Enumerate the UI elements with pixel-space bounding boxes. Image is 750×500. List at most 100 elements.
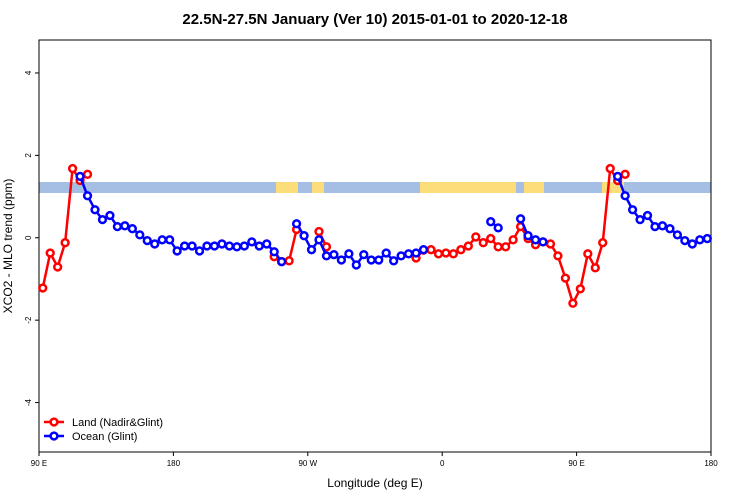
data-point (702, 233, 712, 244)
data-point (523, 231, 533, 241)
data-point (515, 214, 526, 224)
data-point (262, 239, 272, 249)
data-point (314, 226, 324, 237)
data-point (627, 205, 638, 215)
data-point (530, 235, 541, 245)
chart-title: 22.5N-27.5N January (Ver 10) 2015-01-01 … (182, 11, 567, 28)
data-point (374, 255, 384, 265)
land-strip (276, 182, 298, 193)
data-point (336, 255, 347, 265)
legend-label: Ocean (Glint) (72, 431, 137, 443)
x-tick-label: 0 (440, 459, 445, 468)
data-point (329, 250, 339, 260)
data-point (545, 239, 556, 249)
data-point (60, 238, 70, 248)
data-point (366, 255, 376, 265)
data-point (67, 163, 78, 174)
data-point (448, 249, 459, 259)
data-point (538, 237, 548, 247)
data-point (112, 221, 123, 232)
data-point (426, 245, 436, 255)
data-point (314, 235, 324, 245)
data-point (560, 273, 571, 283)
data-point (75, 171, 85, 182)
data-point (672, 230, 683, 240)
data-point (501, 242, 511, 252)
data-point (232, 242, 242, 252)
data-point (217, 239, 227, 249)
data-point (381, 248, 391, 258)
data-point (254, 241, 264, 251)
data-point (486, 217, 496, 227)
data-point (478, 238, 488, 248)
ocean-strip (39, 182, 711, 193)
data-point (135, 230, 145, 240)
data-point (157, 235, 167, 245)
legend-marker (49, 417, 59, 427)
data-point (247, 237, 257, 247)
land-strip (602, 182, 624, 193)
legend-label: Land (Nadir&Glint) (72, 417, 163, 429)
data-point (433, 249, 444, 259)
data-point (590, 263, 600, 273)
data-point (90, 205, 100, 215)
data-point (82, 191, 93, 201)
data-point (680, 235, 690, 246)
data-point (187, 241, 197, 251)
data-point (493, 242, 503, 252)
data-point (695, 235, 705, 245)
data-point (172, 246, 182, 256)
plot-frame (38, 39, 712, 453)
data-point (179, 241, 190, 251)
y-axis-label: XCO2 - MLO trend (ppm) (1, 179, 15, 314)
x-tick-label: 180 (167, 459, 181, 468)
data-point (38, 283, 48, 293)
data-point (165, 235, 175, 245)
data-point (486, 233, 496, 244)
data-point (194, 246, 205, 256)
land-strip (312, 182, 324, 193)
x-axis-label: Longitude (deg E) (327, 476, 422, 490)
y-tick-label: 0 (24, 235, 33, 240)
data-point (105, 210, 115, 221)
data-point (120, 221, 130, 231)
x-tick-label: 90 E (568, 459, 584, 468)
data-point (463, 241, 473, 251)
data-point (142, 235, 152, 246)
land-ocean-strip (39, 182, 711, 193)
data-point (321, 251, 332, 261)
data-point (127, 224, 137, 234)
legend-marker (49, 431, 59, 441)
data-point (53, 262, 63, 272)
y-tick-label: 2 (24, 153, 33, 158)
x-tick-label: 180 (704, 459, 718, 468)
data-point (284, 256, 294, 266)
y-tick-label: 4 (24, 70, 33, 75)
data-point (277, 257, 287, 267)
data-point (306, 245, 317, 255)
data-point (389, 256, 399, 266)
data-point (456, 245, 466, 255)
data-point (687, 239, 697, 249)
data-point (620, 191, 630, 201)
data-point (202, 241, 212, 251)
data-point (351, 260, 361, 270)
data-point (299, 231, 309, 241)
data-point (665, 224, 675, 234)
data-point (291, 219, 302, 229)
data-point (82, 169, 93, 179)
land-strip (420, 182, 516, 193)
data-point (508, 235, 518, 245)
data-point (620, 169, 630, 179)
y-tick-label: -4 (24, 398, 33, 406)
data-point (411, 248, 421, 258)
data-point (224, 241, 235, 251)
data-point (396, 251, 406, 261)
data-point (209, 241, 220, 251)
y-tick-label: -2 (24, 316, 33, 324)
data-point (344, 249, 354, 259)
data-point (359, 250, 369, 260)
data-point (583, 249, 593, 259)
data-point (418, 245, 429, 255)
